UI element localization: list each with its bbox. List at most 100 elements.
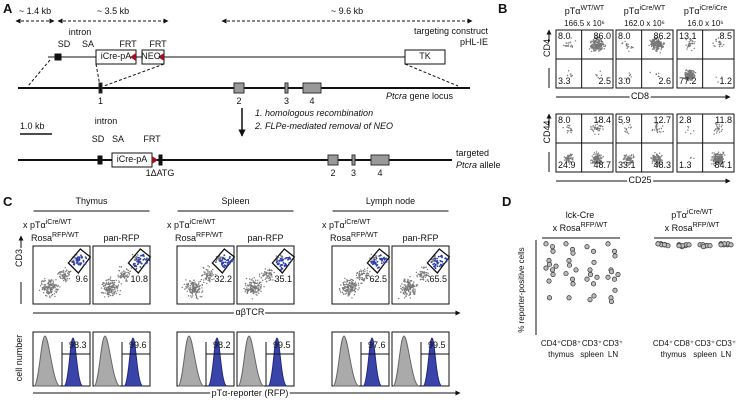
data-point (611, 276, 618, 282)
gated-dot (430, 261, 433, 263)
event-dot (598, 37, 600, 39)
event-dot (656, 130, 658, 132)
event-dot (628, 74, 631, 77)
category-label: CD4⁺ (541, 339, 561, 348)
text-part: CD44 (542, 120, 552, 143)
event-dot (567, 42, 569, 44)
event-dot (52, 287, 55, 289)
event-dot (54, 287, 56, 289)
event-dot (624, 127, 626, 129)
event-dot (570, 45, 572, 48)
event-dot (718, 45, 721, 48)
event-dot (593, 46, 595, 48)
event-dot (51, 285, 53, 287)
event-dot (403, 293, 406, 295)
data-point (550, 248, 556, 254)
event-dot (597, 43, 599, 45)
event-dot (721, 155, 723, 158)
text-part: αβTCR (236, 307, 265, 317)
event-dot (119, 290, 122, 292)
event-dot (721, 45, 723, 47)
text-part: cell number (14, 335, 24, 382)
event-dot (255, 291, 257, 293)
event-dot (629, 73, 632, 76)
event-dot (623, 162, 625, 165)
quadrant-value: 3.3 (558, 76, 571, 86)
event-dot (122, 270, 125, 272)
gated-dot (284, 257, 287, 260)
gated-dot (140, 262, 143, 265)
event-dot (632, 154, 635, 156)
event-dot (629, 157, 631, 159)
tissue-label: LN (608, 350, 618, 359)
event-dot (189, 291, 191, 293)
event-dot (408, 294, 410, 297)
event-dot (104, 284, 107, 286)
event-dot (269, 269, 271, 272)
data-point (563, 241, 569, 247)
text-part: x Rosa (553, 223, 581, 233)
text-part: 99.5 (273, 340, 291, 350)
event-dot (722, 158, 724, 160)
event-dot (690, 42, 693, 44)
event-dot (250, 281, 252, 284)
event-dot (590, 44, 592, 47)
event-dot (401, 283, 403, 285)
event-dot (273, 271, 275, 274)
event-dot (102, 281, 104, 284)
text-part: FRT (149, 39, 167, 49)
gated-dot (438, 265, 441, 268)
event-dot (265, 277, 267, 279)
event-dot (600, 157, 602, 159)
event-dot (51, 289, 53, 291)
gated-dot (231, 258, 234, 261)
event-dot (592, 125, 594, 127)
text-part: intron (95, 116, 118, 126)
event-dot (100, 292, 103, 294)
event-dot (691, 49, 693, 52)
text-part: RFP/WT (52, 232, 80, 239)
event-dot (720, 158, 722, 160)
event-dot (720, 43, 722, 46)
gated-dot (145, 259, 147, 261)
event-dot (47, 292, 49, 295)
gate-value: 32.2 (214, 274, 232, 284)
gated-dot (77, 262, 79, 265)
event-dot (207, 265, 209, 267)
locus-label: Ptcra gene locus (386, 91, 454, 101)
text-part: CD8⁺ (561, 339, 581, 348)
event-dot (374, 256, 376, 259)
group-label: x RosaRFP/WT (665, 222, 721, 233)
category-label: CD4⁺ (653, 339, 673, 348)
text-part: 97.6 (368, 340, 386, 350)
event-dot (105, 280, 107, 282)
event-dot (252, 280, 254, 282)
event-dot (597, 153, 599, 155)
category-label: CD3⁺ (582, 339, 602, 348)
text-part: iCre/WT (190, 219, 216, 226)
event-dot (716, 126, 719, 128)
gated-dot (289, 258, 292, 260)
event-dot (687, 79, 689, 82)
event-dot (427, 280, 430, 283)
event-dot (183, 283, 185, 285)
gated-dot (75, 262, 78, 264)
gate (366, 248, 391, 274)
event-dot (375, 255, 377, 257)
text-part: intron (69, 27, 92, 37)
event-dot (263, 273, 265, 275)
gated-dot (78, 259, 81, 262)
event-dot (50, 292, 52, 294)
gated-dot (81, 256, 83, 258)
event-dot (717, 128, 720, 130)
event-dot (42, 292, 45, 294)
event-dot (658, 43, 661, 45)
event-dot (339, 289, 341, 291)
event-dot (62, 271, 64, 273)
gated-dot (76, 259, 79, 262)
data-point (549, 244, 556, 250)
text-part: 1.0 kb (20, 121, 45, 131)
event-dot (193, 291, 195, 294)
text-part: 48.3 (653, 160, 671, 170)
event-dot (409, 280, 411, 282)
